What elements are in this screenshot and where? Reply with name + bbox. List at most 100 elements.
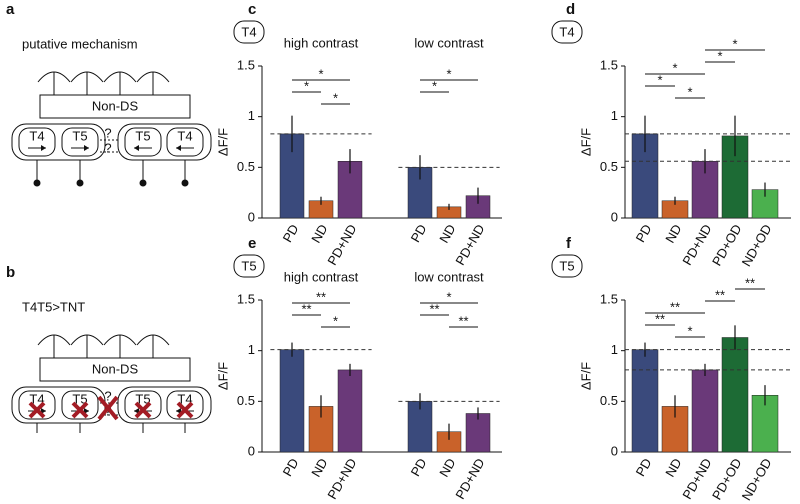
x-tick-label: PD+ND	[324, 456, 359, 502]
y-tick-label: 1	[248, 108, 255, 123]
cell	[18, 390, 56, 420]
cell-label: T4	[177, 128, 192, 143]
x-tick-label: ND	[662, 456, 684, 480]
coupling	[100, 139, 120, 153]
cell-label: T4	[177, 391, 192, 406]
cell-badge-label: T4	[241, 24, 256, 39]
cell-label: T5	[72, 128, 87, 143]
significance-label: **	[670, 299, 680, 314]
significance-label: **	[429, 301, 439, 316]
significance-label: *	[732, 36, 737, 51]
cell-label: T4	[29, 391, 44, 406]
arrow-head	[176, 145, 181, 151]
box-label: Non-DS	[92, 361, 139, 376]
y-axis-label: ΔF/F	[215, 362, 230, 390]
significance-label: *	[687, 323, 692, 338]
bar	[691, 369, 719, 453]
x-tick-label: PD	[408, 222, 430, 245]
significance-label: *	[446, 289, 451, 304]
y-tick-label: 1.5	[237, 291, 255, 306]
significance-label: *	[672, 60, 677, 75]
cell-label: T5	[135, 128, 150, 143]
y-tick-label: 1	[611, 108, 618, 123]
significance-label: **	[745, 275, 755, 290]
x-tick-label: PD	[408, 456, 430, 479]
bar	[721, 337, 749, 453]
cell	[61, 127, 99, 157]
terminal	[76, 179, 84, 187]
box	[39, 357, 191, 382]
x-tick-label: ND	[308, 222, 330, 246]
x-tick-label: PD+ND	[452, 456, 487, 502]
cell-badge	[233, 254, 265, 278]
x-tick-label: ND	[436, 456, 458, 480]
significance-label: *	[657, 72, 662, 87]
group-title: low contrast	[414, 269, 484, 284]
y-tick-label: 0	[611, 209, 618, 224]
cell-pair	[11, 123, 106, 161]
question: ?	[104, 388, 111, 403]
bar	[279, 349, 305, 453]
significance-label: *	[333, 90, 338, 105]
y-tick-label: 0.5	[600, 393, 618, 408]
significance-label: **	[301, 301, 311, 316]
x-tick-label: PD+ND	[324, 222, 359, 268]
bar	[631, 349, 659, 453]
cell-label: T4	[29, 128, 44, 143]
y-axis-label: ΔF/F	[215, 128, 230, 156]
y-tick-label: 1	[611, 342, 618, 357]
panel-label: c	[248, 1, 256, 18]
cell-label: T5	[135, 391, 150, 406]
x-tick-label: PD+ND	[452, 222, 487, 268]
y-tick-label: 1	[248, 342, 255, 357]
significance-label: **	[316, 289, 326, 304]
significance-label: *	[717, 48, 722, 63]
cell-badge-label: T5	[559, 258, 574, 273]
cell-pair	[117, 123, 212, 161]
cell-badge	[551, 20, 583, 44]
box-label: Non-DS	[92, 98, 139, 113]
block	[97, 395, 119, 421]
group-title: high contrast	[284, 269, 359, 284]
cell	[166, 390, 204, 420]
bar	[337, 369, 363, 453]
x-tick-label: ND	[436, 222, 458, 246]
question: ?	[104, 140, 111, 155]
cell-badge	[551, 254, 583, 278]
cell-label: T5	[72, 391, 87, 406]
panel-label: e	[248, 235, 256, 252]
x-tick-label: PD	[633, 222, 655, 245]
block	[134, 401, 152, 419]
cell-badge-label: T5	[241, 258, 256, 273]
bar	[465, 413, 491, 453]
significance-label: *	[432, 78, 437, 93]
cell	[124, 390, 162, 420]
x-tick-label: ND+OD	[739, 222, 775, 269]
x-tick-label: ND+OD	[739, 456, 775, 503]
arrow-head	[134, 145, 139, 151]
significance-label: *	[304, 78, 309, 93]
arrow-head	[84, 145, 89, 151]
y-tick-label: 0	[611, 443, 618, 458]
y-axis-label: ΔF/F	[578, 362, 593, 390]
y-tick-label: 0.5	[237, 159, 255, 174]
question: ?	[104, 125, 111, 140]
terminal	[139, 179, 147, 187]
diagram-title: T4T5>TNT	[22, 299, 85, 314]
y-axis-label: ΔF/F	[578, 128, 593, 156]
cell-badge-label: T4	[559, 24, 574, 39]
y-tick-label: 1.5	[600, 291, 618, 306]
terminal	[181, 179, 189, 187]
panel-label: a	[6, 1, 15, 18]
y-tick-label: 1.5	[600, 57, 618, 72]
panel-label: f	[566, 235, 572, 252]
cell-pair	[117, 386, 212, 424]
cell	[166, 127, 204, 157]
x-tick-label: PD	[280, 222, 302, 245]
panel-label: b	[6, 264, 15, 281]
block	[28, 401, 46, 419]
significance-label: **	[655, 311, 665, 326]
y-tick-label: 0	[248, 209, 255, 224]
x-tick-label: PD	[280, 456, 302, 479]
